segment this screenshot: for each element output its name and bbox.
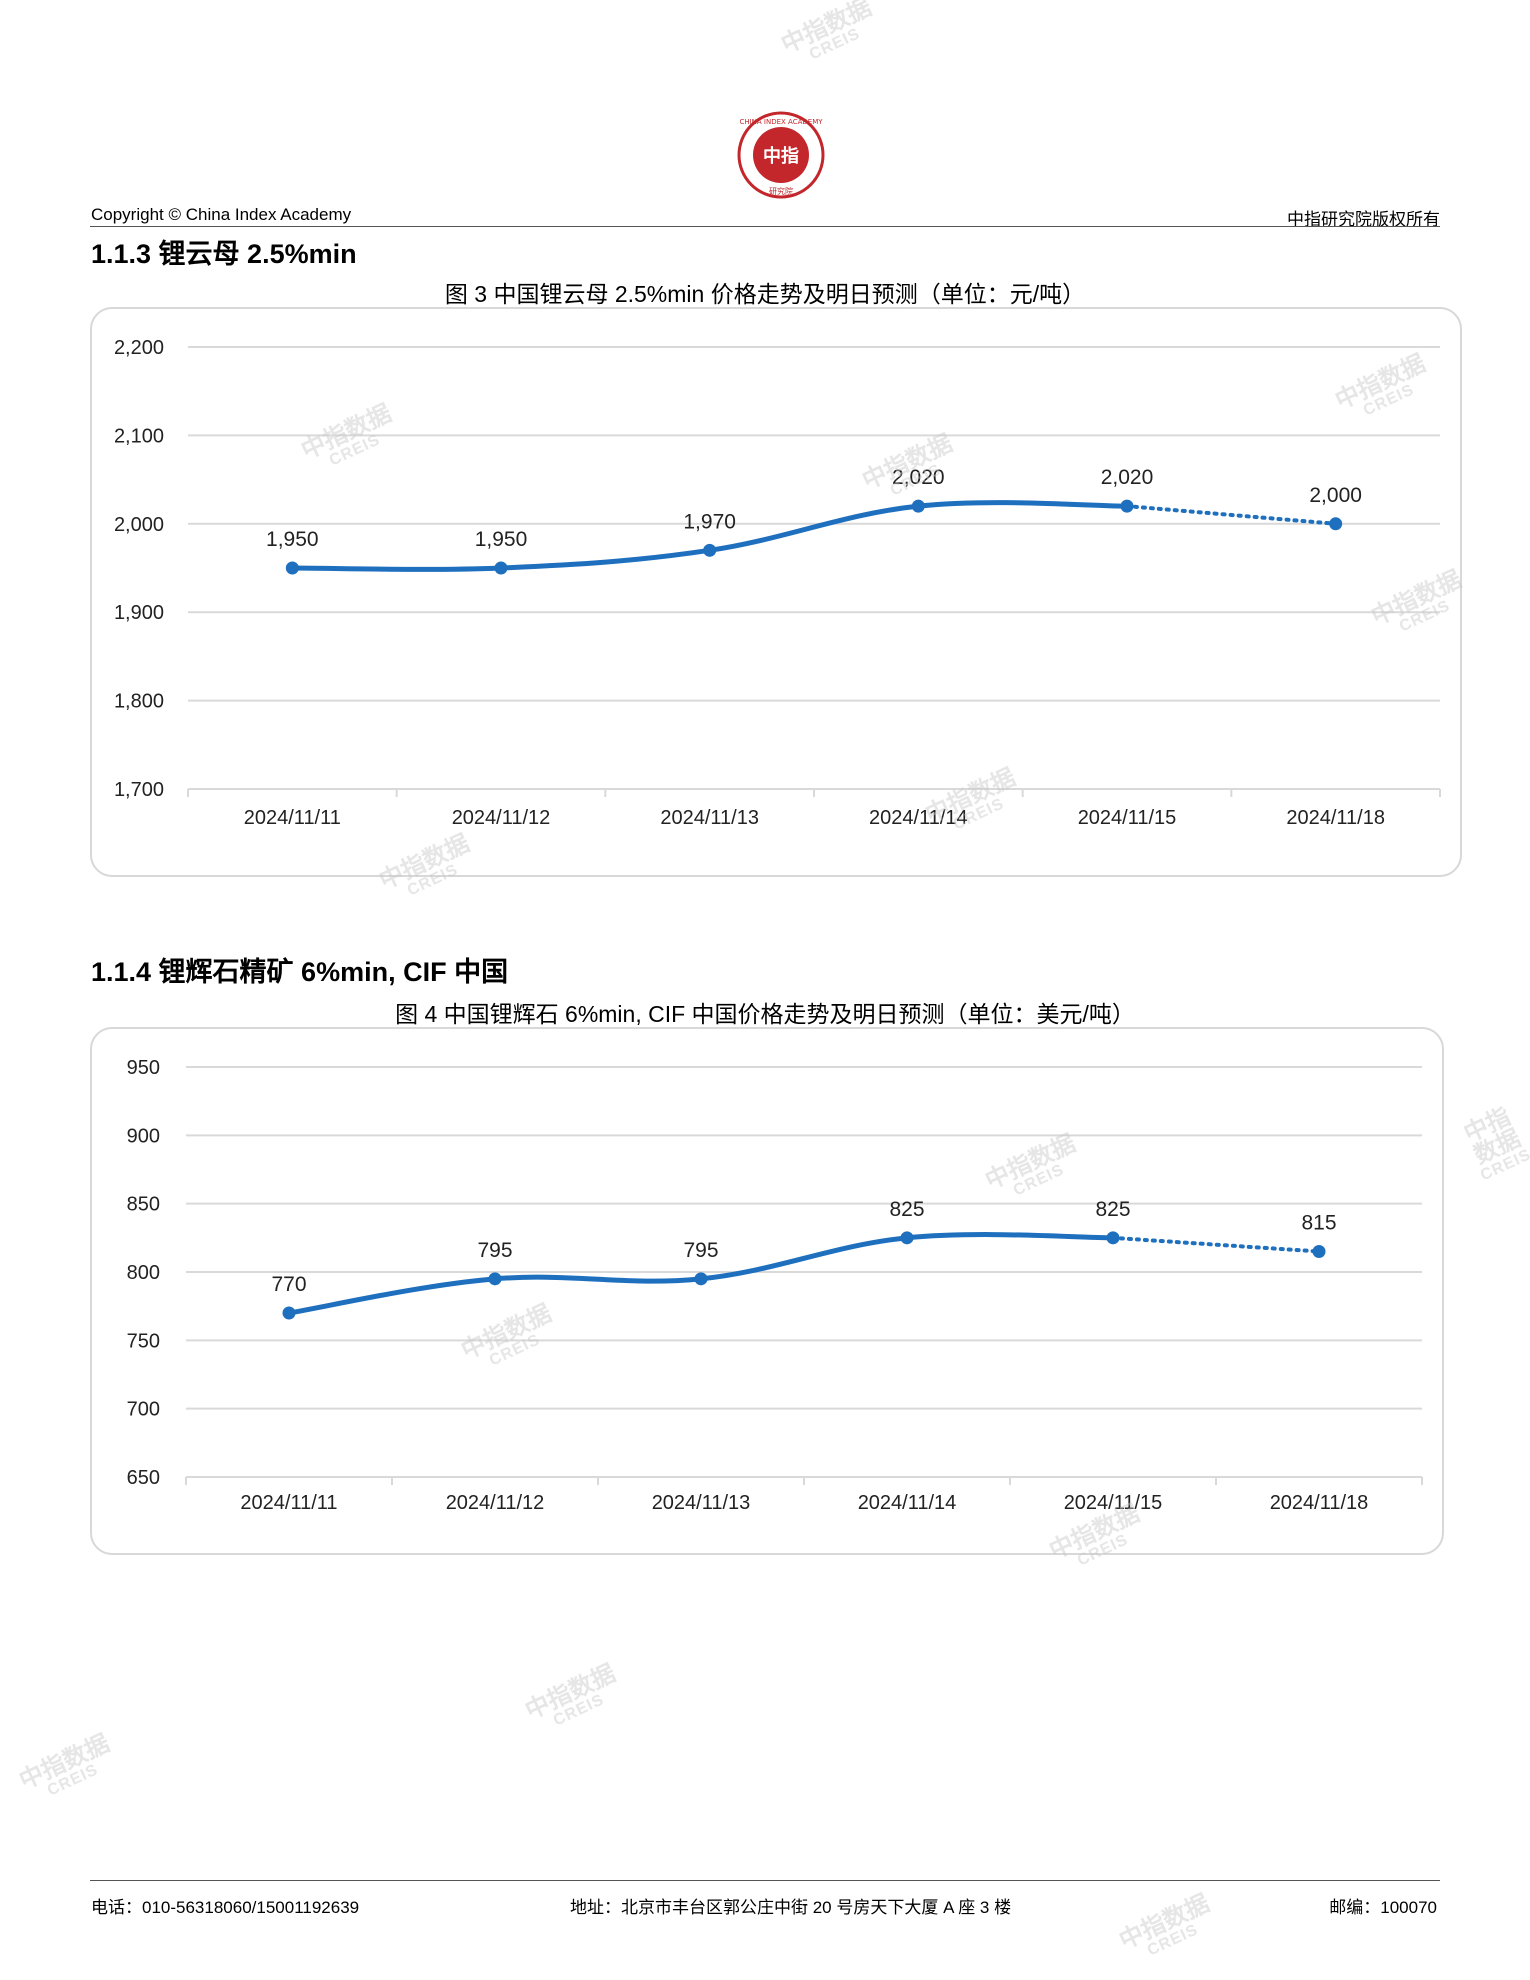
y-tick-label: 2,200 — [114, 337, 164, 359]
y-tick-label: 950 — [127, 1057, 160, 1079]
data-label: 815 — [1301, 1212, 1336, 1235]
header-divider — [90, 226, 1440, 227]
logo-bottom-text: 研究院 — [769, 186, 793, 196]
y-tick-label: 2,000 — [114, 514, 164, 536]
footer-divider — [90, 1880, 1440, 1881]
logo-ring-text: CHINA INDEX ACADEMY — [739, 118, 823, 126]
data-point — [285, 561, 299, 575]
data-point — [1329, 517, 1343, 531]
footer-phone: 电话：010-56318060/15001192639 — [91, 1898, 360, 1917]
footer-postcode: 邮编：100070 — [1329, 1898, 1437, 1917]
x-tick-label: 2024/11/18 — [1270, 1492, 1369, 1514]
data-label: 795 — [477, 1239, 512, 1262]
logo-center-text: 中指 — [763, 145, 799, 167]
data-label: 795 — [683, 1239, 718, 1262]
y-tick-label: 700 — [127, 1399, 160, 1421]
data-point — [694, 1272, 708, 1286]
data-label: 2,000 — [1309, 484, 1362, 507]
footer-address: 地址：北京市丰台区郭公庄中街 20 号房天下大厦 A 座 3 楼 — [570, 1898, 1012, 1917]
y-tick-label: 650 — [127, 1467, 160, 1489]
forecast-line — [1111, 1235, 1321, 1254]
chart-lepidolite-price: 2,200 2,100 2,000 1,900 1,800 1,700 2024/11/11… — [90, 307, 1462, 877]
x-tick-label: 2024/11/15 — [1064, 1492, 1163, 1514]
watermark: 中指数据 CREIS — [521, 1659, 620, 1730]
section-title-spodumene: 1.1.4 锂辉石精矿 6%min, CIF 中国 — [91, 957, 509, 987]
data-point — [1106, 1231, 1120, 1245]
rights-text: 中指研究院版权所有 — [1287, 210, 1440, 230]
data-point — [282, 1306, 296, 1320]
x-tick-label: 2024/11/12 — [446, 1492, 545, 1514]
x-tick-label: 2024/11/13 — [660, 807, 759, 829]
x-tick-label: 2024/11/13 — [652, 1492, 751, 1514]
y-tick-label: 800 — [127, 1262, 160, 1284]
watermark: 中指数据 CREIS — [1459, 1103, 1530, 1185]
x-tick-label: 2024/11/12 — [452, 807, 551, 829]
data-label: 2,020 — [1101, 466, 1154, 489]
copyright-text: Copyright © China Index Academy — [91, 205, 352, 224]
x-tick-label: 2024/11/14 — [869, 807, 968, 829]
y-tick-label: 750 — [127, 1330, 160, 1352]
x-tick-label: 2024/11/14 — [858, 1492, 957, 1514]
y-tick-label: 900 — [127, 1125, 160, 1147]
data-label: 2,020 — [892, 466, 945, 489]
x-tick-label: 2024/11/15 — [1078, 807, 1177, 829]
data-label: 1,950 — [266, 528, 319, 551]
watermark: 中指数据 CREIS — [777, 0, 876, 64]
x-tick-label: 2024/11/11 — [240, 1492, 337, 1514]
data-label: 1,970 — [683, 510, 736, 533]
data-point — [1120, 499, 1134, 513]
data-point — [703, 543, 717, 557]
x-tick-label: 2024/11/18 — [1286, 807, 1385, 829]
figure-title-3: 图 3 中国锂云母 2.5%min 价格走势及明日预测（单位：元/吨） — [444, 281, 1086, 307]
section-title-lepidolite: 1.1.3 锂云母 2.5%min — [91, 239, 357, 269]
y-tick-label: 850 — [127, 1194, 160, 1216]
data-point — [1312, 1245, 1326, 1258]
chart-svg: 950 900 850 800 750 700 650 2024/11/11 2024/11/1… — [127, 1057, 1423, 1514]
chart-svg: 2,200 2,100 2,000 1,900 1,800 1,700 2024/11/11… — [114, 337, 1441, 829]
figure-title-4: 图 4 中国锂辉石 6%min, CIF 中国价格走势及明日预测（单位：美元/吨… — [395, 1001, 1135, 1027]
data-label: 825 — [1095, 1198, 1130, 1221]
china-index-academy-logo: 中指 CHINA INDEX ACADEMY 研究院 — [736, 110, 826, 200]
data-label: 825 — [889, 1198, 924, 1221]
watermark: 中指数据 CREIS — [15, 1729, 114, 1800]
data-point — [494, 561, 508, 575]
data-label: 770 — [271, 1273, 306, 1296]
watermark: 中指数据 CREIS — [1115, 1889, 1214, 1960]
data-point — [488, 1272, 502, 1286]
y-tick-label: 1,800 — [114, 691, 164, 713]
data-label: 1,950 — [475, 528, 528, 551]
chart-spodumene-price: 950 900 850 800 750 700 650 2024/11/11 2024/11/1… — [90, 1027, 1444, 1555]
data-point — [900, 1231, 914, 1245]
x-tick-label: 2024/11/11 — [244, 807, 341, 829]
y-tick-label: 1,700 — [114, 779, 164, 801]
forecast-line — [1125, 504, 1338, 526]
y-tick-label: 1,900 — [114, 602, 164, 624]
data-point — [911, 499, 925, 513]
y-tick-label: 2,100 — [114, 425, 164, 447]
